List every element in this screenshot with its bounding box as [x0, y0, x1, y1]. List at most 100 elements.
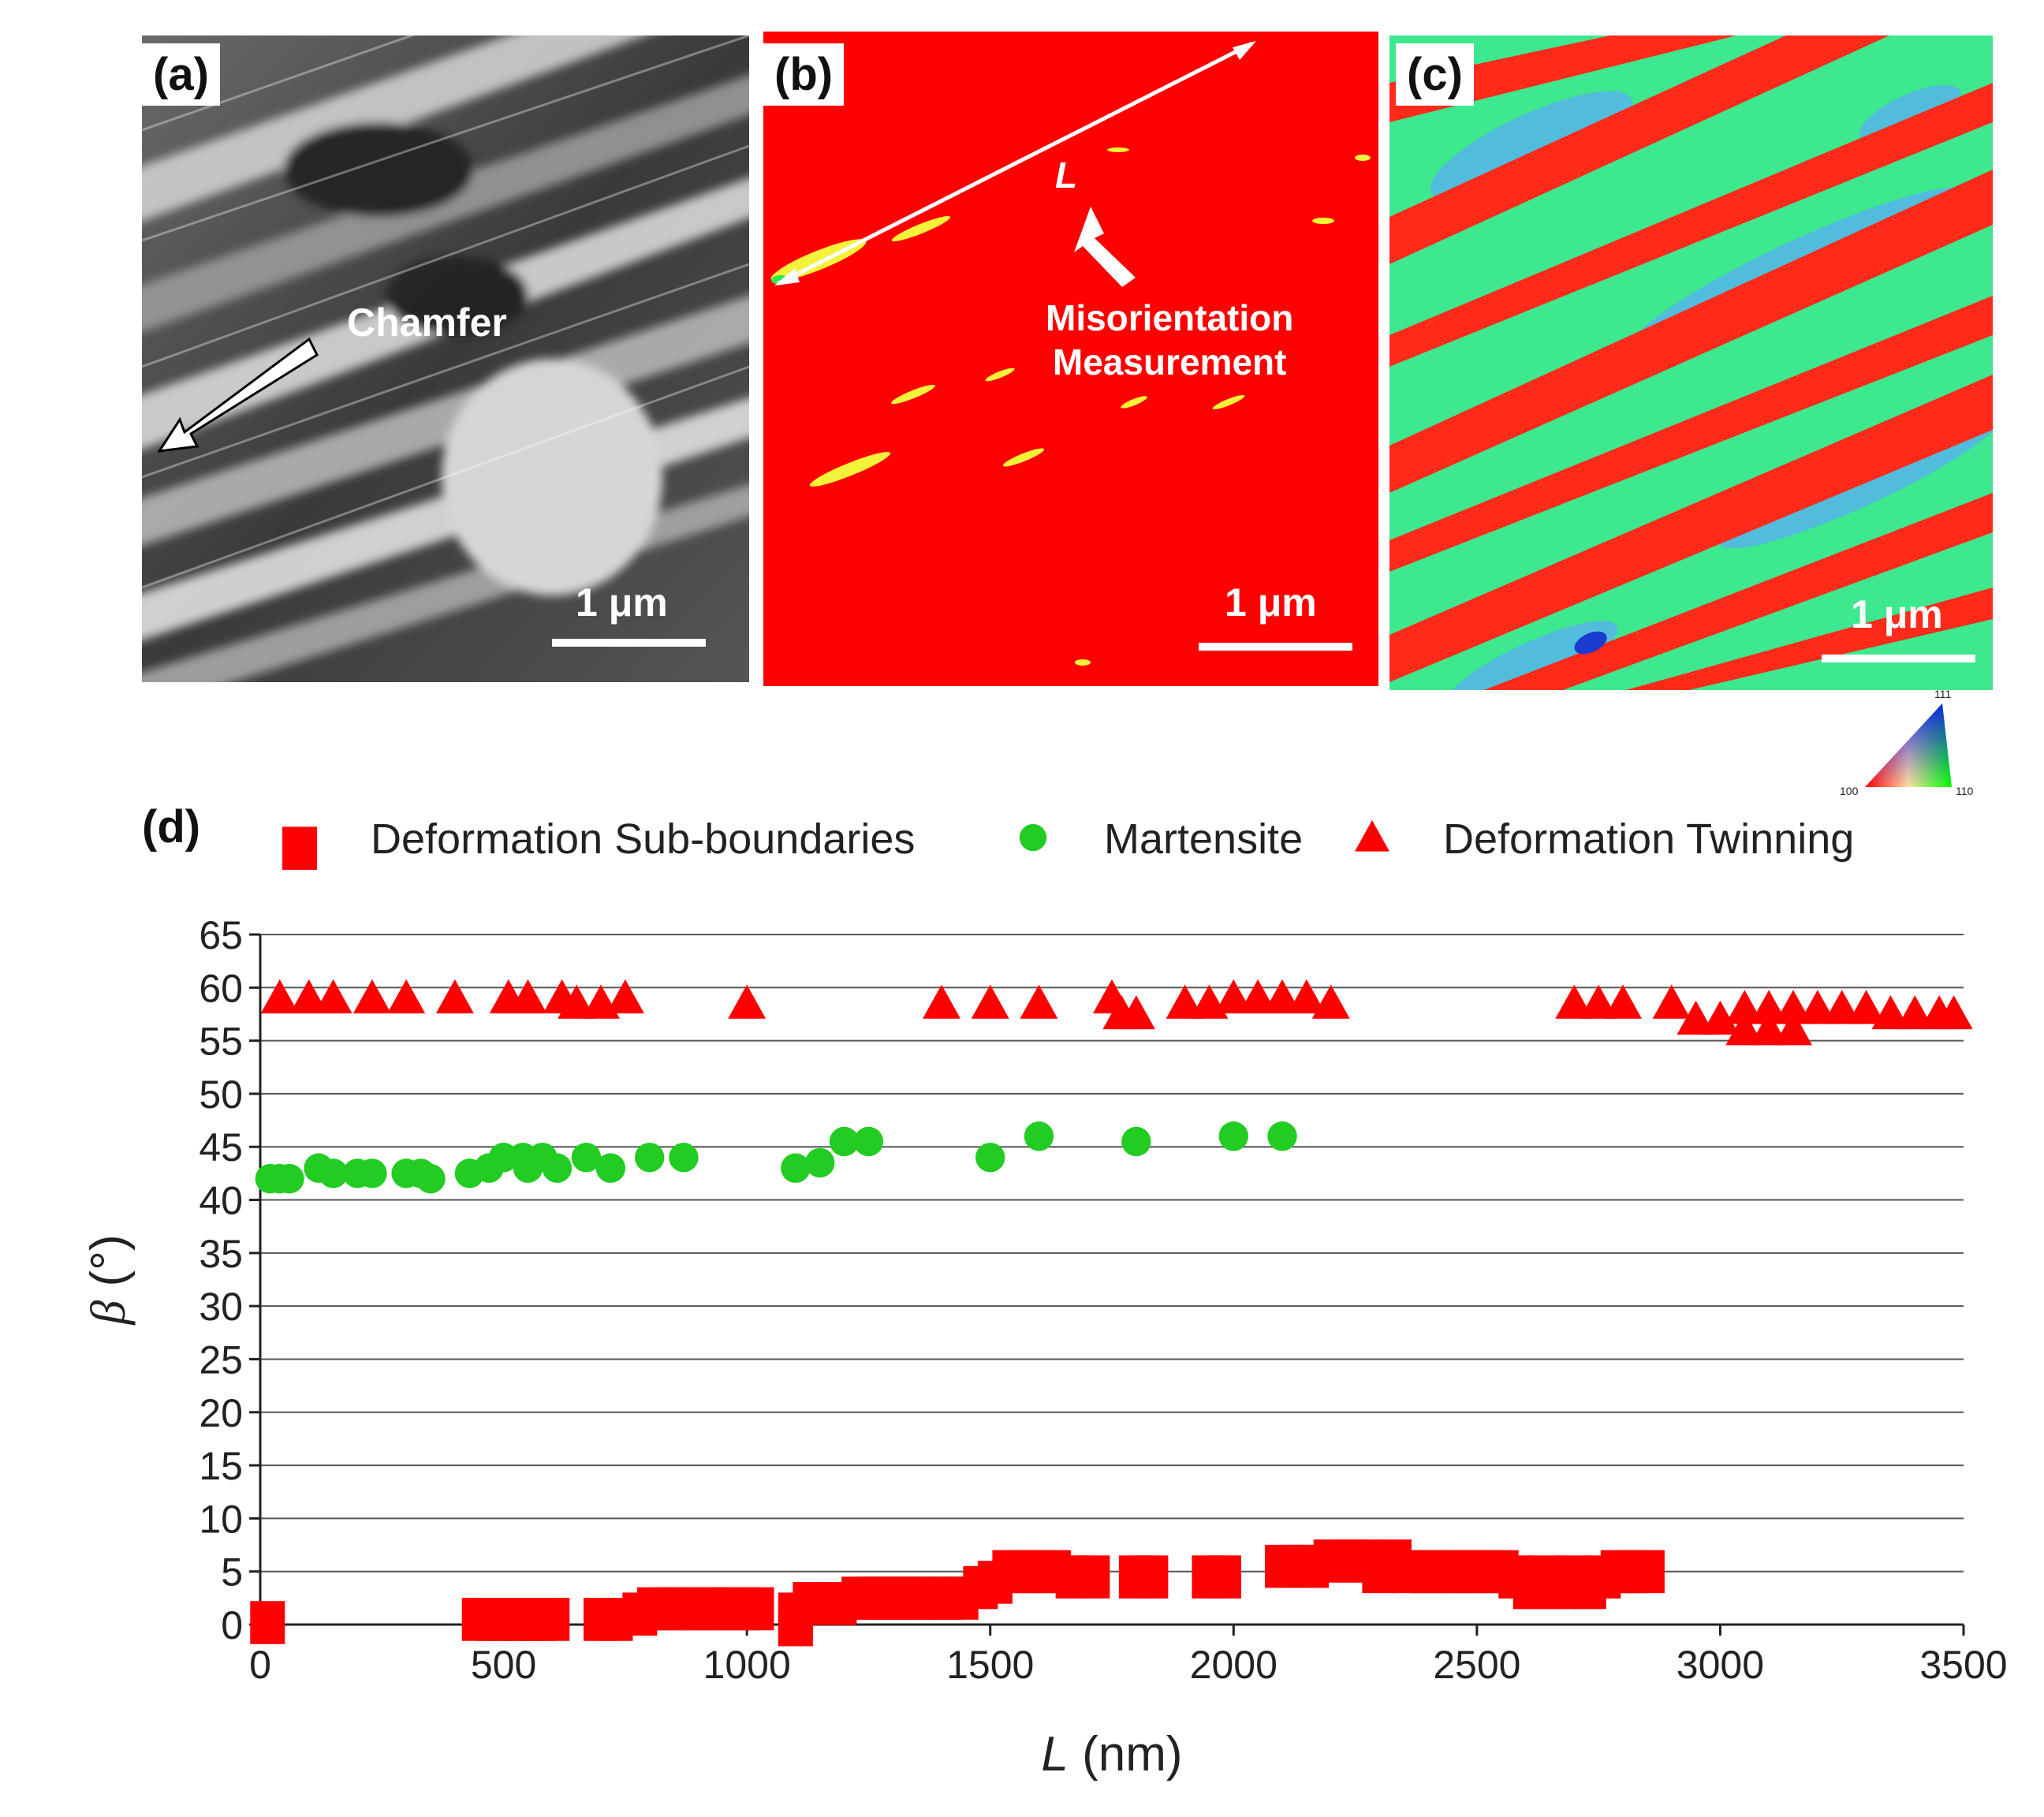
triangle-point: [1117, 994, 1155, 1030]
legend-label: Deformation Sub-boundaries: [371, 815, 915, 863]
y-tick-label: 50: [199, 1073, 243, 1117]
circle-point: [1024, 1121, 1054, 1151]
triangle-point: [1725, 990, 1764, 1024]
circle-point: [781, 1153, 811, 1183]
triangle-point: [1263, 979, 1301, 1013]
ipf-triangle: [1865, 703, 1952, 787]
triangle-point: [1214, 979, 1253, 1013]
circle-point: [829, 1126, 860, 1157]
y-tick-label: 25: [199, 1338, 243, 1382]
y-axis-label: β (°): [81, 1234, 136, 1325]
misorientation-label-line2: Measurement: [1052, 341, 1287, 382]
circle-point: [595, 1153, 626, 1183]
triangle-point: [1652, 984, 1691, 1019]
circle-point: [853, 1126, 884, 1157]
chart-axes: [249, 933, 1965, 1636]
x-tick-label: 0: [249, 1643, 271, 1687]
square-point: [739, 1587, 774, 1631]
x-tick-label: 500: [471, 1643, 536, 1687]
circle-point: [804, 1147, 835, 1178]
triangle-point: [1239, 979, 1278, 1013]
circle-point: [669, 1142, 699, 1173]
chart-marks: [250, 979, 1973, 1647]
y-tick-label: 60: [199, 966, 243, 1010]
legend-label: Martensite: [1104, 815, 1303, 863]
legend-marker-square: [282, 826, 317, 870]
triangle-point: [435, 979, 474, 1013]
x-tick-label: 1500: [946, 1643, 1034, 1687]
triangle-point: [1555, 984, 1594, 1019]
y-tick-label: 30: [199, 1285, 243, 1329]
scale-bar-a: [552, 639, 706, 647]
triangle-point: [728, 984, 766, 1019]
x-axis-label: L (nm): [1041, 1727, 1182, 1782]
misorientation-label-line1: Misorientation: [1046, 297, 1294, 338]
x-tick-label: 1000: [703, 1643, 791, 1687]
beta-vs-l-chart: Deformation Sub-boundaries Martensite Defo…: [81, 815, 2008, 1782]
triangle-point: [1604, 984, 1642, 1019]
ipf-color-key: 111 100 110: [1840, 688, 1999, 804]
panel-label-b: (b): [763, 43, 845, 106]
x-tick-label: 3500: [1919, 1643, 2007, 1687]
y-tick-label: 0: [221, 1603, 243, 1647]
y-tick-label: 45: [199, 1125, 243, 1170]
panel-a: Chamfer 1 μm: [142, 35, 749, 682]
panel-label-c: (c): [1396, 43, 1474, 106]
circle-point: [1218, 1121, 1249, 1151]
triangle-point: [387, 979, 426, 1013]
y-tick-label: 40: [199, 1179, 243, 1223]
triangle-point: [606, 979, 644, 1013]
y-tick-label: 65: [199, 913, 243, 957]
circle-point: [1267, 1121, 1297, 1151]
x-tick-labels: 0 500 1000 1500 2000 2500 3000 3500: [249, 1643, 2008, 1687]
y-tick-label: 35: [199, 1232, 243, 1276]
panel-a-sem-image: [142, 35, 749, 682]
triangle-point: [1822, 990, 1861, 1024]
misorientation-label: Misorientation Measurement: [1046, 296, 1293, 384]
triangle-point: [971, 984, 1009, 1019]
square-point: [1206, 1555, 1241, 1599]
triangle-point: [289, 979, 328, 1013]
y-tick-labels: 0 5 10 15 20 25 30 35 40 45 50 55 60 65: [199, 913, 243, 1647]
y-tick-label: 15: [199, 1444, 243, 1488]
series-square: [250, 1539, 1665, 1647]
triangle-point: [1020, 984, 1058, 1019]
y-tick-label: 5: [221, 1550, 243, 1595]
x-axis-label-var: L: [1041, 1727, 1068, 1782]
circle-point: [571, 1142, 602, 1173]
series-circle: [255, 1121, 1297, 1194]
panel-label-a: (a): [142, 43, 220, 106]
line-label-l: L: [1055, 155, 1078, 196]
legend-label: Deformation Twinning: [1443, 815, 1854, 863]
triangle-point: [1725, 1011, 1764, 1046]
panel-b-phase-map: [763, 32, 1378, 686]
chart-legend: Deformation Sub-boundaries Martensite Defo…: [282, 815, 1854, 870]
triangle-point: [1750, 1011, 1788, 1046]
scale-label-a: 1 μm: [576, 580, 668, 625]
chamfer-label: Chamfer: [347, 300, 507, 345]
y-axis-label-unit: (°): [81, 1234, 136, 1300]
panel-c-ipf-map: [1389, 35, 1993, 690]
circle-point: [318, 1158, 349, 1188]
triangle-point: [1580, 984, 1618, 1019]
square-point: [535, 1598, 570, 1641]
square-point: [1075, 1555, 1110, 1599]
square-point: [1629, 1550, 1665, 1594]
triangle-point: [1287, 979, 1326, 1013]
panel-label-d: (d): [142, 801, 201, 853]
x-tick-label: 2000: [1190, 1643, 1278, 1687]
square-point: [250, 1601, 285, 1644]
x-tick-label: 2500: [1433, 1643, 1520, 1687]
ipf-label-110: 110: [1956, 785, 1974, 797]
square-point: [1133, 1555, 1169, 1599]
triangle-point: [314, 979, 352, 1013]
circle-point: [975, 1142, 1005, 1173]
triangle-point: [1896, 994, 1934, 1030]
panel-b: L Misorientation Measurement 1 μm: [763, 32, 1378, 686]
triangle-point: [558, 984, 596, 1019]
triangle-point: [1750, 990, 1788, 1024]
triangle-point: [1166, 984, 1204, 1019]
series-triangle: [260, 979, 1973, 1046]
triangle-point: [1871, 994, 1910, 1030]
y-tick-label: 20: [199, 1391, 243, 1435]
